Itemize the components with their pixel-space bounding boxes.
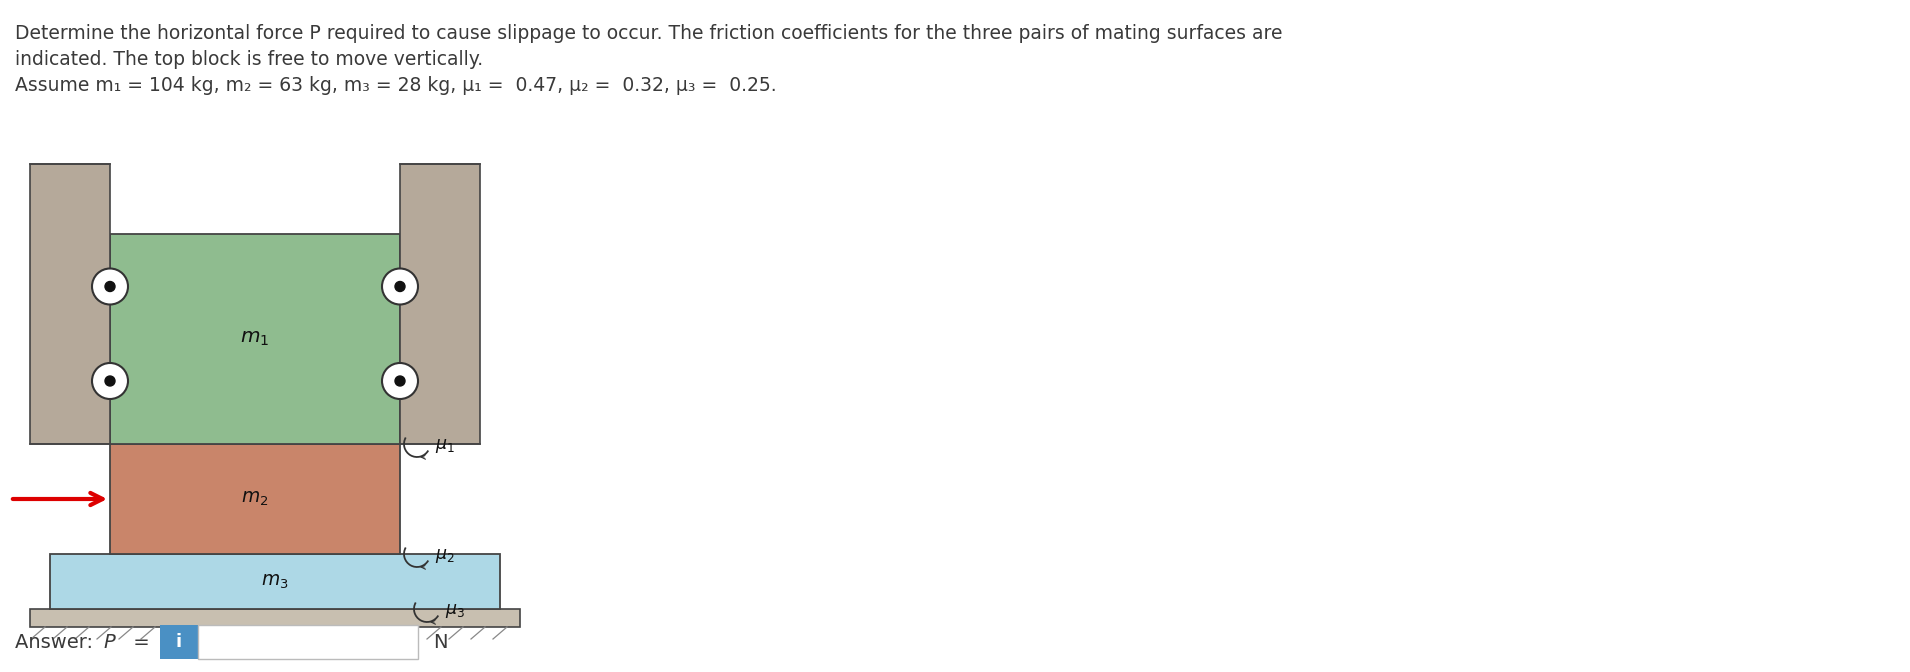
Text: $P$: $P$ [103,632,117,651]
Text: =: = [126,632,157,651]
FancyBboxPatch shape [111,234,399,444]
FancyBboxPatch shape [111,444,399,554]
FancyBboxPatch shape [199,625,418,659]
FancyBboxPatch shape [50,554,500,609]
Text: N: N [434,632,447,651]
Text: $m_1$: $m_1$ [241,329,269,349]
Circle shape [92,269,128,304]
Text: i: i [176,633,181,651]
Circle shape [105,282,115,292]
Text: Assume m₁ = 104 kg, m₂ = 63 kg, m₃ = 28 kg, μ₁ =  0.47, μ₂ =  0.32, μ₃ =  0.25.: Assume m₁ = 104 kg, m₂ = 63 kg, m₃ = 28 … [15,76,777,95]
Text: Determine the horizontal force P required to cause slippage to occur. The fricti: Determine the horizontal force P require… [15,24,1282,43]
Circle shape [395,282,405,292]
Text: $\mu_1$: $\mu_1$ [435,437,455,455]
FancyBboxPatch shape [31,609,520,627]
Circle shape [105,376,115,386]
Text: Answer:: Answer: [15,632,99,651]
Circle shape [92,363,128,399]
Text: $\mu_3$: $\mu_3$ [445,602,464,620]
FancyBboxPatch shape [31,164,111,444]
Circle shape [382,269,418,304]
FancyBboxPatch shape [399,164,479,444]
Text: $m_3$: $m_3$ [262,572,288,591]
Text: indicated. The top block is free to move vertically.: indicated. The top block is free to move… [15,50,483,69]
Circle shape [395,376,405,386]
Text: $m_2$: $m_2$ [241,489,269,509]
Circle shape [382,363,418,399]
FancyBboxPatch shape [160,625,199,659]
Text: $\mu_2$: $\mu_2$ [435,547,455,565]
